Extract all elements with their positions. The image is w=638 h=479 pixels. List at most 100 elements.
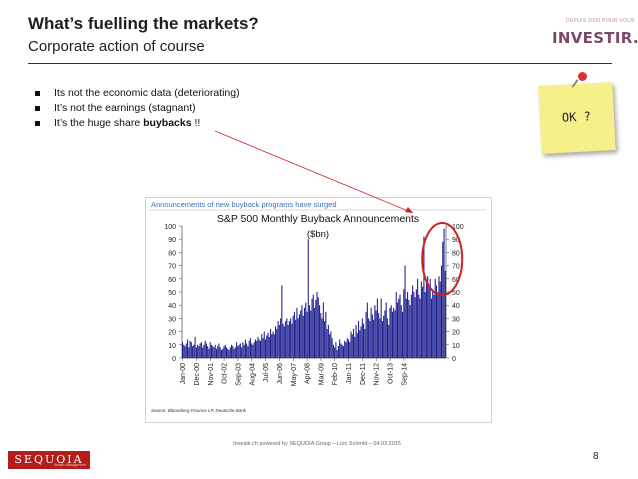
chart-bar xyxy=(365,311,367,358)
chart-bar xyxy=(331,338,333,358)
chart-bar xyxy=(272,331,274,358)
chart-bar xyxy=(439,281,441,358)
chart-bar xyxy=(192,346,194,358)
chart-bar xyxy=(350,331,352,358)
chart-bar xyxy=(364,328,366,358)
chart-bar xyxy=(412,285,414,358)
x-tick-label: Feb-10 xyxy=(332,363,339,385)
chart-bar xyxy=(329,334,331,358)
slide-subtitle: Corporate action of course xyxy=(28,38,205,55)
chart-bar xyxy=(432,289,434,358)
chart-bar xyxy=(322,302,324,358)
chart-bar xyxy=(394,310,396,358)
chart-bar xyxy=(246,343,248,358)
x-tick-label: Sep-03 xyxy=(235,363,242,386)
chart-bar xyxy=(430,298,432,358)
chart-bar xyxy=(315,299,317,358)
x-tick-label: Nov-01 xyxy=(208,363,215,386)
chart-bar xyxy=(368,318,370,358)
chart-bar xyxy=(281,285,283,358)
y-tick-label-left: 20 xyxy=(168,330,176,337)
bullet-item: It’s the huge share buybacks !! xyxy=(34,116,240,131)
chart-bar xyxy=(220,350,223,358)
x-tick-label: Jul-05 xyxy=(263,363,270,382)
chart-bar xyxy=(425,281,427,358)
chart-bar xyxy=(414,297,416,358)
bullet-suffix: !! xyxy=(191,117,201,129)
investir-logo: DEPUIS 2000 POUR VOUS INVESTIR.CH xyxy=(548,10,638,47)
y-tick-label-left: 0 xyxy=(172,356,176,363)
bullet-emphasis: buybacks xyxy=(143,117,192,129)
chart-bar xyxy=(254,339,256,358)
chart-bar xyxy=(399,294,401,358)
chart-bar xyxy=(386,318,388,358)
chart-bar xyxy=(375,310,377,358)
chart-bar xyxy=(266,335,268,358)
chart-bar xyxy=(326,328,328,358)
chart-bar xyxy=(261,334,263,358)
y-tick-label-right: 10 xyxy=(452,343,460,350)
chart-bar xyxy=(199,343,201,358)
chart-bar xyxy=(408,299,410,358)
chart-bar xyxy=(212,346,214,358)
chart-bar xyxy=(188,347,190,358)
chart-bar xyxy=(429,278,431,358)
chart-bar xyxy=(270,328,272,358)
chart-bar xyxy=(222,348,224,358)
chart-bar xyxy=(214,344,216,358)
chart-bar xyxy=(208,348,210,358)
chart-bar xyxy=(437,292,439,358)
chart-bar xyxy=(422,286,424,358)
chart-bar xyxy=(428,285,430,358)
chart-bar xyxy=(227,348,229,358)
chart-bar xyxy=(278,325,280,358)
chart-bar xyxy=(285,321,287,358)
chart-bar xyxy=(238,344,240,358)
chart-bar xyxy=(187,339,189,358)
x-tick-label: May-07 xyxy=(291,363,298,386)
chart-bar xyxy=(305,302,307,358)
chart-bar xyxy=(256,340,258,358)
chart-bar xyxy=(283,326,285,358)
chart-bar xyxy=(286,318,288,358)
bullet-item: Its not the economic data (deteriorating… xyxy=(34,86,240,101)
chart-bar xyxy=(373,319,375,358)
chart-bar xyxy=(391,311,394,358)
chart-bar xyxy=(415,289,417,358)
chart-bar xyxy=(241,347,243,358)
x-tick-label: Jun-06 xyxy=(277,363,284,385)
chart-bar xyxy=(276,328,278,358)
chart-bar xyxy=(340,343,342,358)
chart-bar xyxy=(434,278,436,358)
bullet-text: Its not the economic data (deteriorating… xyxy=(54,87,240,99)
chart-bar xyxy=(317,297,319,358)
chart-bar xyxy=(184,346,186,358)
chart-bar xyxy=(443,228,445,358)
chart-unit: ($bn) xyxy=(307,229,329,240)
chart-bar xyxy=(409,305,411,358)
chart-bar xyxy=(239,343,241,358)
chart-bar xyxy=(310,310,312,358)
chart-bar xyxy=(383,315,385,358)
chart-bar xyxy=(298,314,300,358)
chart-bar xyxy=(207,346,209,358)
y-tick-label-left: 60 xyxy=(168,277,176,284)
chart-bar xyxy=(355,325,357,358)
chart-bar xyxy=(219,347,221,358)
chart-bar xyxy=(346,338,348,358)
chart-bar xyxy=(393,307,395,358)
chart-bar xyxy=(267,332,269,358)
chart-bar xyxy=(370,307,372,358)
chart-bar xyxy=(258,339,260,358)
chart-bar xyxy=(356,332,358,358)
investir-logo-brand: INVESTIR.CH xyxy=(552,29,638,47)
chart-bar xyxy=(200,342,202,358)
chart-bar xyxy=(374,305,376,358)
chart-bar xyxy=(253,342,255,358)
chart-bar xyxy=(263,331,265,358)
footer-text: Investir.ch powered by SEQUOIA Group – L… xyxy=(233,441,401,447)
chart-bar xyxy=(182,342,184,358)
chart-bar xyxy=(287,325,289,358)
x-tick-label: Jan-11 xyxy=(346,363,353,384)
chart-bar xyxy=(300,310,302,358)
